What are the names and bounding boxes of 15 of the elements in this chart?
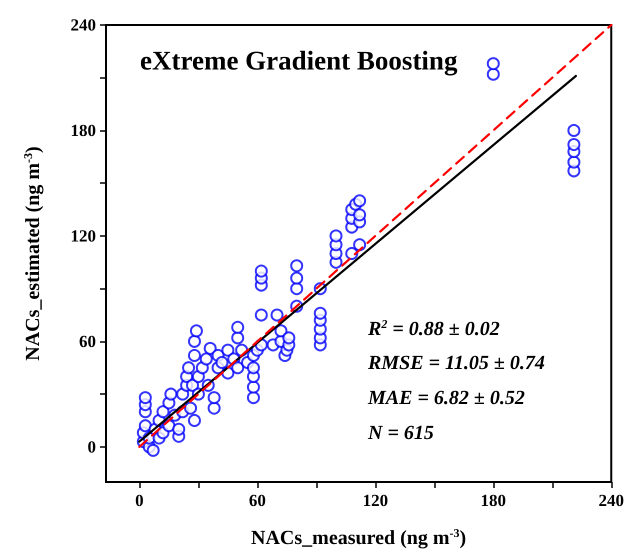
x-tick-label: 60	[248, 491, 266, 510]
y-axis-title: NACs_estimated (ng m-3)	[21, 146, 44, 361]
text: eXtreme Gradient Boosting	[140, 46, 458, 76]
y-tick-label: 0	[88, 437, 96, 456]
y-tick-label: 120	[70, 226, 96, 246]
y-tick-label: 60	[79, 332, 96, 351]
x-tick-label: 120	[362, 491, 388, 510]
annotation: RMSE = 11.05 ± 0.74	[367, 352, 545, 374]
annotation: N = 615	[367, 422, 434, 444]
y-tick-label: 240	[70, 16, 96, 34]
x-tick-label: 180	[480, 491, 506, 510]
y-tick-label: 180	[70, 120, 96, 140]
x-tick-label: 0	[135, 491, 144, 510]
annotation: MAE = 6.82 ± 0.52	[367, 387, 525, 409]
x-tick-label: 240	[598, 491, 624, 510]
